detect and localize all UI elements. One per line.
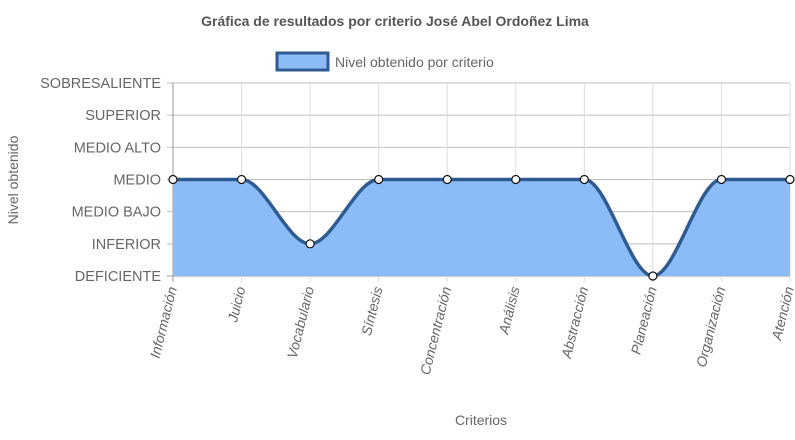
series-line [173,177,790,278]
y-tick-label: DEFICIENTE [75,269,162,285]
data-point-6[interactable] [511,174,521,185]
data-point-9[interactable] [716,174,727,185]
x-tick-label: Abstracción [558,285,592,361]
x-tick-label: Juicio [224,285,248,325]
data-point-10[interactable] [785,174,795,185]
x-tick-label: Concentración [417,285,454,377]
y-tick-label: SUPERIOR [85,108,161,124]
x-tick-label: Planeación [628,285,660,356]
x-tick-label: Análisis [495,285,522,337]
x-tick-label: Síntesis [358,285,386,337]
x-axis-tick-labels: Información Juicio Vocabulario Síntesis Conc… [147,285,795,377]
data-point-7[interactable] [579,174,589,185]
series-area [173,177,790,278]
x-axis-label: Criterios [455,412,507,428]
x-tick-label: Organización [693,285,729,369]
chart-title: Gráfica de resultados por criterio José … [201,13,589,29]
data-point-1[interactable] [168,174,178,185]
x-tick-label: Información [147,285,180,360]
legend[interactable]: Nivel obtenido por criterio [275,51,494,72]
y-tick-label: MEDIO [113,173,161,189]
data-points [168,174,795,281]
data-point-8[interactable] [648,271,658,281]
x-tick-label: Vocabulario [284,285,317,360]
series-fill [173,179,790,276]
legend-swatch [275,51,330,72]
y-axis-tick-labels: DEFICIENTE INFERIOR MEDIO BAJO MEDIO MEDIO A… [40,76,161,285]
data-point-4[interactable] [374,174,384,185]
y-tick-label: MEDIO ALTO [74,140,161,156]
data-point-2[interactable] [236,174,247,185]
legend-label: Nivel obtenido por criterio [335,54,494,70]
y-tick-label: INFERIOR [92,237,161,253]
y-tick-label: SOBRESALIENTE [40,76,161,92]
data-point-3[interactable] [305,239,315,249]
y-axis-label: Nivel obtenido [5,135,21,224]
x-tick-label: Atención [768,285,795,343]
y-tick-label: MEDIO BAJO [72,205,161,221]
data-point-5[interactable] [442,174,452,185]
